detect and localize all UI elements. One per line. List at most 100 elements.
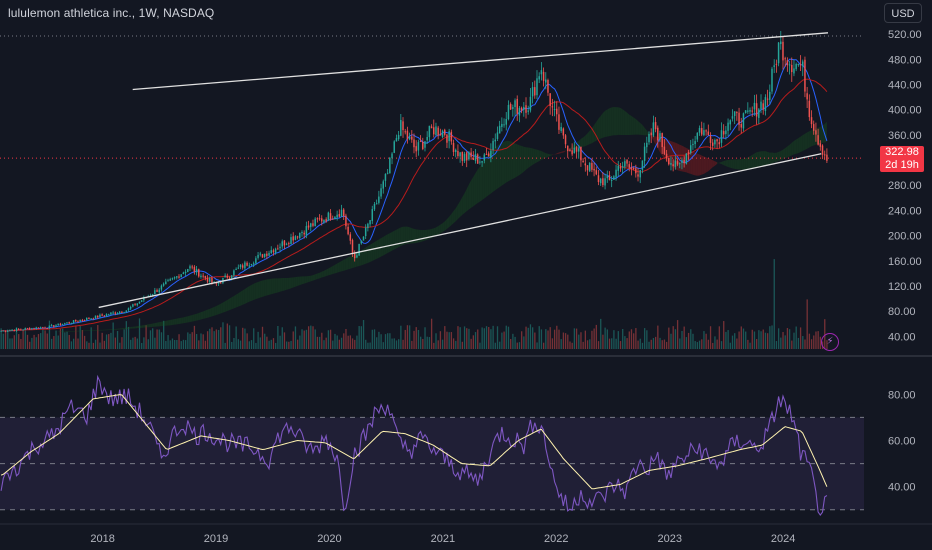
time-axis[interactable]: 2018 2019 2020 2021 2022 2023 2024 xyxy=(90,533,795,545)
volume-bar xyxy=(400,325,402,349)
currency-button[interactable]: USD xyxy=(884,3,922,23)
candle-body xyxy=(650,132,652,136)
cloud-segment xyxy=(534,149,537,164)
cloud-segment xyxy=(627,112,630,136)
cloud-segment xyxy=(624,110,628,136)
volume-bar xyxy=(521,331,523,349)
candle-body xyxy=(749,110,751,112)
volume-bar xyxy=(802,336,804,349)
candle-body xyxy=(815,130,817,135)
cloud-segment xyxy=(495,145,498,191)
volume-bar xyxy=(753,331,756,349)
cloud-segment xyxy=(681,145,685,172)
candle-body xyxy=(439,133,442,136)
candle-body xyxy=(206,277,209,282)
candle-body xyxy=(169,279,171,281)
candle-body xyxy=(162,283,165,286)
candle-body xyxy=(105,314,108,317)
candle-body xyxy=(626,159,628,164)
volume-bar xyxy=(310,325,312,349)
cloud-segment xyxy=(734,159,737,170)
candle-body xyxy=(367,223,369,229)
candle-body xyxy=(562,128,565,136)
volume-bar xyxy=(338,339,341,349)
volume-bar xyxy=(152,328,154,349)
candle-body xyxy=(121,311,123,313)
cloud-segment xyxy=(387,233,390,254)
cloud-segment xyxy=(708,158,711,172)
volume-bar xyxy=(560,339,562,349)
lightning-bolt-icon[interactable]: ⚡ xyxy=(821,333,839,351)
volume-bar xyxy=(191,332,193,349)
candle-body xyxy=(698,127,701,133)
price-tick-label: 400.00 xyxy=(888,105,922,117)
cloud-segment xyxy=(264,279,267,297)
volume-bar xyxy=(571,342,573,349)
volume-bar xyxy=(633,333,635,349)
volume-bar xyxy=(602,334,604,349)
candle-body xyxy=(88,318,90,320)
candle-body xyxy=(520,107,523,111)
cloud-segment xyxy=(73,330,76,332)
candle-body xyxy=(75,320,77,322)
candle-body xyxy=(654,122,657,130)
cloud-segment xyxy=(66,331,70,332)
cloud-segment xyxy=(117,328,120,330)
candle-body xyxy=(347,226,349,235)
volume-bar xyxy=(255,342,257,349)
volume-bar xyxy=(360,326,362,349)
volume-bar xyxy=(668,327,670,349)
candle-body xyxy=(720,130,723,143)
cloud-segment xyxy=(409,227,412,244)
candle-body xyxy=(617,165,620,171)
volume-bar xyxy=(343,333,345,349)
cloud-segment xyxy=(493,147,496,192)
volume-bar xyxy=(558,329,560,349)
cloud-segment xyxy=(717,162,720,164)
volume-bar xyxy=(481,327,483,349)
volume-bar xyxy=(430,318,433,349)
candle-body xyxy=(198,269,200,277)
candle-body xyxy=(538,76,540,80)
candle-body xyxy=(775,63,778,65)
cloud-segment xyxy=(547,153,551,158)
cloud-segment xyxy=(438,224,441,235)
candle-body xyxy=(771,68,773,92)
cloud-segment xyxy=(756,151,759,168)
volume-bar xyxy=(114,337,117,349)
volume-bar xyxy=(42,328,44,349)
volume-bar xyxy=(321,332,323,349)
cloud-segment xyxy=(811,129,814,147)
volume-bar xyxy=(110,332,112,349)
candle-body xyxy=(70,322,73,324)
volume-bar xyxy=(523,336,525,349)
symbol-title[interactable]: lululemon athletica inc., 1W, NASDAQ xyxy=(8,6,215,20)
cloud-segment xyxy=(200,311,204,320)
candle-body xyxy=(602,178,604,186)
cloud-segment xyxy=(291,277,294,289)
cloud-segment xyxy=(286,277,289,290)
cloud-segment xyxy=(736,159,740,170)
volume-bar xyxy=(108,334,110,349)
volume-bar xyxy=(665,341,668,349)
volume-bar xyxy=(586,340,589,349)
price-pane xyxy=(0,30,864,349)
candle-body xyxy=(35,327,37,329)
cloud-segment xyxy=(477,166,480,204)
cloud-segment xyxy=(146,324,149,328)
volume-bar xyxy=(404,329,406,349)
candle-body xyxy=(318,218,321,220)
cloud-segment xyxy=(106,329,109,331)
cloud-segment xyxy=(271,278,274,295)
cloud-segment xyxy=(471,176,474,208)
volume-bar xyxy=(751,329,753,349)
candle-body xyxy=(722,131,725,135)
volume-bar xyxy=(406,325,409,349)
candle-body xyxy=(483,154,486,161)
cloud-segment xyxy=(214,305,217,316)
candle-body xyxy=(375,203,378,205)
cloud-segment xyxy=(115,328,118,330)
volume-bar xyxy=(206,331,209,349)
cloud-segment xyxy=(139,325,142,328)
